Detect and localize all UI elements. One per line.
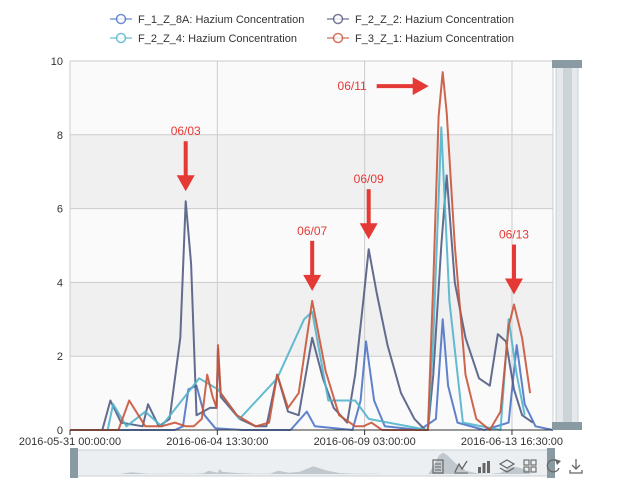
save-image-icon[interactable] <box>567 456 585 476</box>
horizontal-data-zoom[interactable] <box>70 448 555 478</box>
annotation-label: 06/11 <box>338 79 367 93</box>
horizontal-zoom-handle-left[interactable] <box>70 448 78 478</box>
stack-icon[interactable] <box>498 456 516 476</box>
split-band <box>70 61 553 135</box>
legend-item[interactable]: F_2_Z_2: Hazium Concentration <box>327 13 514 26</box>
legend-item[interactable]: F_2_Z_4: Hazium Concentration <box>110 32 297 45</box>
annotation: 06/13 <box>499 228 529 295</box>
series-line <box>70 71 532 431</box>
data-view-icon[interactable] <box>429 456 447 476</box>
legend-label: F_2_Z_2: Hazium Concentration <box>355 14 514 26</box>
horizontal-zoom-handle-right[interactable] <box>547 448 555 478</box>
legend-item[interactable]: F_1_Z_8A: Hazium Concentration <box>110 13 304 26</box>
y-tick-label: 0 <box>57 425 63 437</box>
series-line <box>70 126 526 431</box>
series-line <box>70 174 534 431</box>
annotation-label: 06/09 <box>354 172 384 186</box>
annotation: 06/03 <box>171 124 201 192</box>
plot-bands <box>70 61 553 430</box>
annotation-label: 06/03 <box>171 124 201 138</box>
tiled-icon[interactable] <box>521 456 539 476</box>
annotation-label: 06/07 <box>297 224 327 238</box>
annotations: 06/03 06/07 06/09 06/11 06/13 <box>171 77 529 295</box>
line-chart-icon[interactable] <box>452 456 470 476</box>
legend-swatch-marker <box>332 32 344 44</box>
vertical-zoom-handle-top[interactable] <box>552 60 582 68</box>
annotation-arrow-head <box>359 223 378 240</box>
y-tick-label: 2 <box>57 351 63 363</box>
legend-item[interactable]: F_3_Z_1: Hazium Concentration <box>327 32 514 45</box>
annotation-label: 06/13 <box>499 228 529 242</box>
annotation-arrow-head <box>176 175 195 192</box>
split-band <box>70 134 553 209</box>
y-tick-label: 10 <box>51 56 63 68</box>
legend-label: F_3_Z_1: Hazium Concentration <box>355 33 514 45</box>
annotation: 06/07 <box>297 224 328 291</box>
split-band <box>70 356 553 430</box>
y-tick-label: 8 <box>57 130 63 142</box>
axes: 0 2 4 6 8 10 2016-05-31 00:00:00 2016-06-04 13:… <box>19 56 563 448</box>
y-tick-label: 4 <box>57 277 63 289</box>
annotation-arrow-head <box>504 278 523 295</box>
legend: F_1_Z_8A: Hazium Concentration F_2_Z_2: H… <box>110 13 514 45</box>
x-tick-label: 2016-06-13 16:30:00 <box>461 436 563 448</box>
series-layer <box>70 71 554 431</box>
bar-chart-icon[interactable] <box>475 456 493 476</box>
x-tick-label: 2016-06-04 13:30:00 <box>166 436 268 448</box>
annotation: 06/11 <box>338 77 429 96</box>
zoom-preview-area <box>72 452 531 474</box>
toolbox <box>429 456 585 476</box>
vertical-zoom-fill <box>563 66 572 424</box>
restore-icon[interactable] <box>544 456 562 476</box>
vertical-data-zoom[interactable] <box>552 60 582 430</box>
annotation: 06/09 <box>354 172 384 240</box>
annotation-arrow-head <box>412 77 429 96</box>
x-tick-label: 2016-05-31 00:00:00 <box>19 436 121 448</box>
annotation-arrow-head <box>303 274 322 291</box>
legend-label: F_2_Z_4: Hazium Concentration <box>138 33 297 45</box>
x-tick-label: 2016-06-09 03:00:00 <box>314 436 416 448</box>
legend-swatch-marker <box>332 13 344 25</box>
legend-swatch-marker <box>115 13 127 25</box>
y-tick-label: 6 <box>57 204 63 216</box>
vertical-zoom-handle-bottom[interactable] <box>552 422 582 430</box>
legend-label: F_1_Z_8A: Hazium Concentration <box>138 14 304 26</box>
legend-swatch-marker <box>115 32 127 44</box>
